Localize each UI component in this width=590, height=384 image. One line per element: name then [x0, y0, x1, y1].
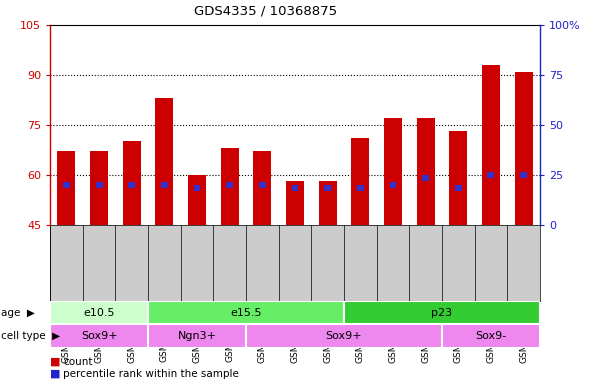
Bar	[148, 301, 344, 324]
Text: Sox9+: Sox9+	[326, 331, 362, 341]
Bar	[188, 175, 206, 225]
Bar	[253, 151, 271, 225]
Bar	[389, 182, 396, 188]
Bar	[63, 182, 70, 188]
Bar	[417, 118, 435, 225]
Bar	[155, 98, 173, 225]
Bar	[221, 148, 239, 225]
Text: ■: ■	[50, 369, 61, 379]
Bar	[50, 301, 148, 324]
Text: Sox9-: Sox9-	[476, 331, 506, 341]
Bar	[319, 181, 337, 225]
Text: count: count	[63, 357, 93, 367]
Bar	[324, 185, 331, 191]
Bar	[50, 324, 148, 348]
Bar	[514, 71, 533, 225]
Bar	[96, 182, 103, 188]
Bar	[449, 131, 467, 225]
Text: age  ▶: age ▶	[1, 308, 35, 318]
Bar	[161, 182, 168, 188]
Bar	[291, 185, 299, 191]
Bar	[286, 181, 304, 225]
Bar	[57, 151, 76, 225]
Text: e15.5: e15.5	[230, 308, 262, 318]
Text: Sox9+: Sox9+	[81, 331, 117, 341]
Bar	[129, 182, 135, 188]
Bar	[487, 172, 494, 178]
Bar	[148, 324, 246, 348]
Bar	[357, 185, 363, 191]
Text: e10.5: e10.5	[83, 308, 115, 318]
Bar	[442, 324, 540, 348]
Bar	[384, 118, 402, 225]
Bar	[90, 151, 108, 225]
Bar	[227, 182, 233, 188]
Bar	[455, 185, 461, 191]
Bar	[246, 324, 442, 348]
Text: p23: p23	[431, 308, 453, 318]
Bar	[482, 65, 500, 225]
Text: Ngn3+: Ngn3+	[178, 331, 217, 341]
Bar	[344, 301, 540, 324]
Text: percentile rank within the sample: percentile rank within the sample	[63, 369, 239, 379]
Bar	[520, 172, 527, 178]
Bar	[194, 185, 201, 191]
Bar	[123, 141, 141, 225]
Text: GDS4335 / 10368875: GDS4335 / 10368875	[194, 4, 337, 17]
Bar	[259, 182, 266, 188]
Text: ■: ■	[50, 357, 61, 367]
Text: cell type  ▶: cell type ▶	[1, 331, 60, 341]
Bar	[351, 138, 369, 225]
Bar	[422, 175, 429, 181]
